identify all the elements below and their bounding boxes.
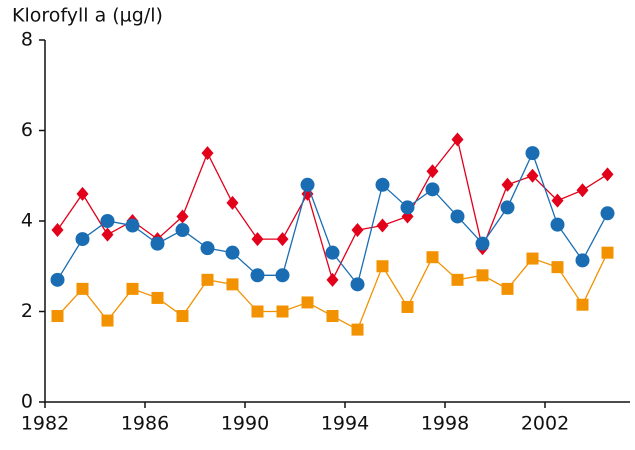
y-tick-label: 6 (21, 119, 33, 141)
point (50, 272, 65, 287)
point (176, 209, 189, 224)
point (250, 268, 265, 283)
point (426, 164, 439, 179)
point (276, 305, 289, 318)
point (226, 278, 239, 291)
point (326, 272, 339, 287)
x-tick-label: 2002 (521, 413, 569, 435)
point (151, 291, 164, 304)
point (601, 167, 614, 182)
point (351, 223, 364, 238)
point (101, 227, 114, 242)
x-tick-label: 1990 (221, 413, 269, 435)
point (601, 246, 614, 259)
point (225, 245, 240, 260)
point (526, 252, 539, 265)
point (551, 193, 564, 208)
point (201, 146, 214, 161)
point (526, 168, 539, 183)
point (476, 269, 489, 282)
point (575, 253, 590, 268)
point (325, 245, 340, 260)
point (351, 323, 364, 336)
point (451, 132, 464, 147)
x-tick-label: 1998 (421, 413, 469, 435)
point (300, 177, 315, 192)
point (51, 310, 64, 323)
point (576, 298, 589, 311)
x-tick-label: 1994 (321, 413, 369, 435)
point (550, 217, 565, 232)
point (525, 146, 540, 161)
point (76, 186, 89, 201)
point (101, 314, 114, 327)
point (425, 182, 440, 197)
series-line (56, 151, 609, 286)
point (276, 232, 289, 247)
point (451, 273, 464, 286)
point (75, 232, 90, 247)
point (100, 214, 115, 228)
point (475, 236, 490, 251)
point (501, 282, 514, 295)
point (51, 223, 64, 238)
point (426, 251, 439, 264)
x-tick-label: 1982 (21, 413, 69, 435)
point (150, 236, 165, 251)
point (76, 282, 89, 295)
point (251, 305, 264, 318)
point (226, 195, 239, 210)
point (400, 200, 415, 215)
chart-title: Klorofyll a (µg/l) (12, 5, 163, 27)
point (301, 296, 314, 309)
point (401, 300, 414, 313)
x-tick-label: 1986 (121, 413, 169, 435)
point (126, 282, 139, 295)
point (350, 277, 365, 292)
point (600, 206, 615, 221)
point (375, 177, 390, 192)
point (376, 260, 389, 273)
point (576, 183, 589, 198)
y-tick-label: 8 (21, 29, 33, 51)
point (125, 218, 140, 233)
y-tick-label: 4 (21, 210, 33, 232)
point (175, 223, 190, 238)
point (326, 310, 339, 323)
point (176, 310, 189, 323)
point (500, 200, 515, 215)
y-tick-label: 2 (21, 300, 33, 322)
point (200, 241, 215, 256)
point (551, 261, 564, 274)
y-tick-label: 0 (21, 391, 33, 413)
point (450, 209, 465, 224)
point (201, 273, 214, 286)
point (501, 177, 514, 192)
point (251, 232, 264, 247)
point (376, 218, 389, 233)
point (275, 268, 290, 283)
